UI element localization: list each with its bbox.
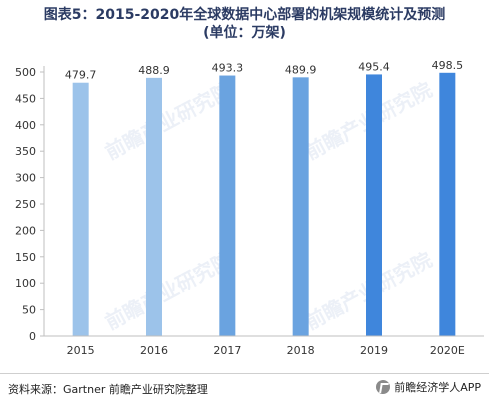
data-label-2018: 489.9	[285, 63, 317, 76]
y-tick-label: 450	[15, 92, 36, 105]
x-tick-label-2016: 2016	[140, 344, 168, 357]
source-note: 资料来源：Gartner 前瞻产业研究院整理	[8, 383, 208, 396]
y-tick-label: 100	[15, 277, 36, 290]
watermark-text: 前瞻产业研究院	[101, 77, 236, 164]
chart-title-line2: (单位：万架)	[203, 25, 286, 41]
bar-2018	[292, 77, 309, 337]
x-tick-label-2020E: 2020E	[430, 344, 465, 357]
brand-logo: 前瞻经济学人APP	[376, 379, 481, 395]
bar-2015	[72, 82, 89, 336]
y-tick-label: 350	[15, 145, 36, 158]
y-tick-label: 0	[29, 330, 36, 343]
data-label-2015: 479.7	[65, 69, 97, 82]
bar-2016	[146, 77, 162, 336]
y-tick-label: 500	[15, 66, 36, 79]
data-label-2017: 493.3	[212, 62, 244, 75]
footer: 资料来源：Gartner 前瞻产业研究院整理 前瞻经济学人APP	[0, 377, 489, 401]
bar-2017	[219, 75, 236, 336]
bar-2020E	[439, 72, 456, 337]
watermark-text: 前瞻产业研究院	[101, 247, 236, 334]
value-labels: 479.7 488.9 493.3 489.9 495.4 498.5	[65, 59, 463, 82]
bars	[72, 72, 456, 337]
y-tick-label: 150	[15, 251, 36, 264]
x-tick-label-2015: 2015	[67, 344, 95, 357]
x-axis: 2015 2016 2017 2018 2019 2020E	[44, 335, 484, 357]
x-tick-label-2017: 2017	[213, 344, 241, 357]
y-tick-label: 200	[15, 224, 36, 237]
y-tick-label: 400	[15, 119, 36, 132]
data-label-2020E: 498.5	[432, 59, 464, 72]
y-axis: 0 50 100 150 200 250 300 350 400 450 500	[15, 66, 45, 343]
brand-logo-icon	[376, 380, 391, 394]
chart-title: 图表5：2015-2020年全球数据中心部署的机架规模统计及预测 (单位：万架)	[0, 6, 489, 42]
x-tick-label-2019: 2019	[360, 344, 388, 357]
x-tick-label-2018: 2018	[287, 344, 315, 357]
footer-divider	[0, 373, 489, 374]
bar-2019	[366, 74, 382, 336]
data-label-2019: 495.4	[358, 60, 390, 73]
y-tick-label: 50	[22, 304, 36, 317]
bar-chart: 前瞻产业研究院前瞻产业研究院前瞻产业研究院前瞻产业研究院 05010015020…	[15, 59, 484, 357]
y-tick-label: 300	[15, 172, 36, 185]
y-tick-label: 250	[15, 198, 36, 211]
chart-title-line1: 图表5：2015-2020年全球数据中心部署的机架规模统计及预测	[43, 7, 446, 23]
brand-name: 前瞻经济学人APP	[394, 381, 481, 394]
data-label-2016: 488.9	[138, 64, 170, 77]
